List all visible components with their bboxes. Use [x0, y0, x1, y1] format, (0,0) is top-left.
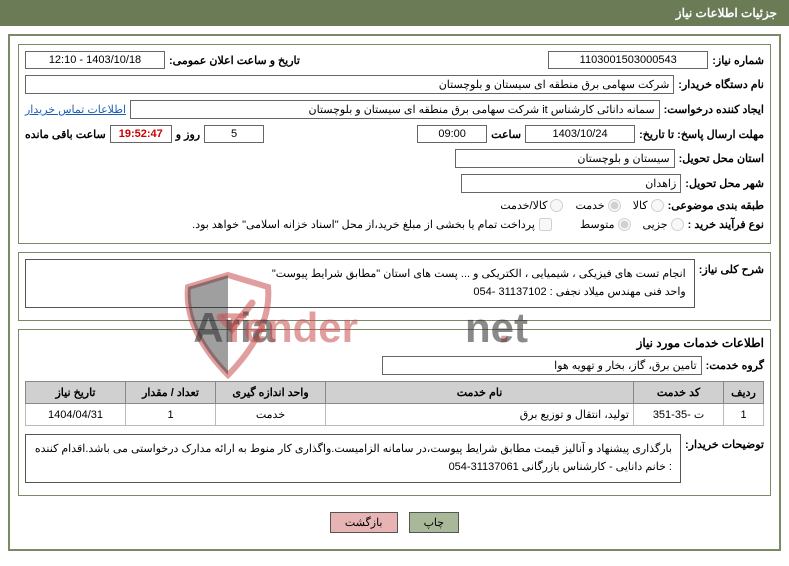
table-header-row: ردیف کد خدمت نام خدمت واحد اندازه گیری ت… — [26, 382, 764, 404]
deadline-label: مهلت ارسال پاسخ: تا تاریخ: — [639, 128, 764, 141]
city-label: شهر محل تحویل: — [685, 177, 764, 190]
group-label: گروه خدمت: — [706, 359, 764, 372]
cat-both-radio[interactable]: کالا/خدمت — [500, 199, 563, 212]
cat-service-input[interactable] — [608, 199, 621, 212]
td-qty: 1 — [126, 404, 216, 426]
proc-minor-input[interactable] — [671, 218, 684, 231]
service-section: اطلاعات خدمات مورد نیاز گروه خدمت: تامین… — [18, 329, 771, 496]
need-no-label: شماره نیاز: — [712, 54, 764, 67]
time-label: ساعت — [491, 128, 521, 141]
cat-goods-input[interactable] — [651, 199, 664, 212]
creator-label: ایجاد کننده درخواست: — [664, 103, 764, 116]
cat-both-input[interactable] — [550, 199, 563, 212]
description-section: شرح کلی نیاز: انجام تست های فیزیکی ، شیم… — [18, 252, 771, 321]
category-radios: کالا خدمت کالا/خدمت — [500, 199, 663, 212]
back-button[interactable]: بازگشت — [330, 512, 398, 533]
payment-checkbox[interactable] — [539, 218, 552, 231]
proc-medium-input[interactable] — [618, 218, 631, 231]
group-value: تامین برق، گاز، بخار و تهویه هوا — [382, 356, 702, 375]
need-no-value: 1103001503000543 — [548, 51, 708, 69]
process-label: نوع فرآیند خرید : — [688, 218, 764, 231]
service-title: اطلاعات خدمات مورد نیاز — [25, 336, 764, 350]
th-unit: واحد اندازه گیری — [216, 382, 326, 404]
th-name: نام خدمت — [326, 382, 634, 404]
days-label: روز و — [176, 128, 200, 141]
td-name: تولید، انتقال و توزیع برق — [326, 404, 634, 426]
info-section: شماره نیاز: 1103001503000543 تاریخ و ساع… — [18, 44, 771, 244]
desc-line2: واحد فنی مهندس میلاد نجفی : 31137102 -05… — [34, 284, 686, 302]
deadline-time: 09:00 — [417, 125, 487, 143]
creator-value: سمانه دانائی کارشناس it شرکت سهامی برق م… — [130, 100, 660, 119]
proc-minor-radio[interactable]: جزیی — [643, 218, 684, 231]
buyer-notes-box: بارگذاری پیشنهاد و آنالیز قیمت مطابق شرا… — [25, 434, 681, 483]
cat-service-radio[interactable]: خدمت — [575, 199, 620, 212]
desc-line1: انجام تست های فیزیکی ، شیمیایی ، الکتریک… — [34, 266, 686, 284]
td-row: 1 — [724, 404, 764, 426]
table-row: 1 ت -35-351 تولید، انتقال و توزیع برق خد… — [26, 404, 764, 426]
buyer-label: نام دستگاه خریدار: — [678, 78, 764, 91]
remain-label: ساعت باقی مانده — [25, 128, 106, 141]
page-header: جزئیات اطلاعات نیاز — [0, 0, 789, 26]
th-qty: تعداد / مقدار — [126, 382, 216, 404]
cat-goods-radio[interactable]: کالا — [633, 199, 664, 212]
td-unit: خدمت — [216, 404, 326, 426]
page-title: جزئیات اطلاعات نیاز — [676, 6, 777, 20]
print-button[interactable]: چاپ — [409, 512, 460, 533]
announce-value: 1403/10/18 - 12:10 — [25, 51, 165, 69]
th-code: کد خدمت — [634, 382, 724, 404]
buyer-notes-label: توضیحات خریدار: — [685, 438, 764, 451]
process-radios: جزیی متوسط — [580, 218, 684, 231]
button-row: چاپ بازگشت — [18, 504, 771, 541]
city-value: زاهدان — [461, 174, 681, 193]
province-value: سیستان و بلوچستان — [455, 149, 675, 168]
province-label: استان محل تحویل: — [679, 152, 764, 165]
desc-label: شرح کلی نیاز: — [699, 263, 764, 276]
days-value: 5 — [204, 125, 264, 143]
desc-box: انجام تست های فیزیکی ، شیمیایی ، الکتریک… — [25, 259, 695, 308]
announce-label: تاریخ و ساعت اعلان عمومی: — [169, 54, 300, 67]
contact-link[interactable]: اطلاعات تماس خریدار — [25, 103, 126, 116]
th-row: ردیف — [724, 382, 764, 404]
main-container: شماره نیاز: 1103001503000543 تاریخ و ساع… — [8, 34, 781, 551]
service-table: ردیف کد خدمت نام خدمت واحد اندازه گیری ت… — [25, 381, 764, 426]
category-label: طبقه بندی موضوعی: — [668, 199, 764, 212]
td-date: 1404/04/31 — [26, 404, 126, 426]
proc-medium-radio[interactable]: متوسط — [580, 218, 631, 231]
th-date: تاریخ نیاز — [26, 382, 126, 404]
buyer-value: شرکت سهامی برق منطقه ای سیستان و بلوچستا… — [25, 75, 674, 94]
countdown-timer: 19:52:47 — [110, 125, 172, 143]
deadline-date: 1403/10/24 — [525, 125, 635, 143]
td-code: ت -35-351 — [634, 404, 724, 426]
payment-note-check[interactable]: پرداخت تمام یا بخشی از مبلغ خرید،از محل … — [192, 218, 552, 231]
